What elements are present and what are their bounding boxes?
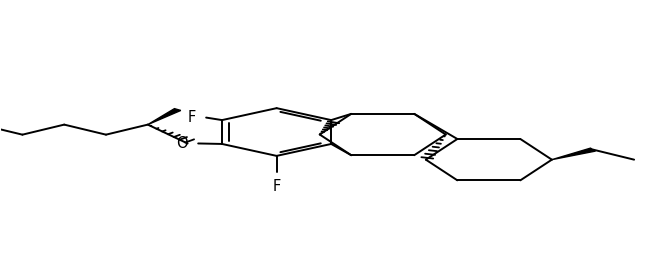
Text: F: F: [272, 179, 281, 194]
Polygon shape: [148, 109, 180, 125]
Polygon shape: [552, 148, 595, 160]
Text: O: O: [176, 136, 188, 151]
Text: F: F: [187, 110, 196, 125]
